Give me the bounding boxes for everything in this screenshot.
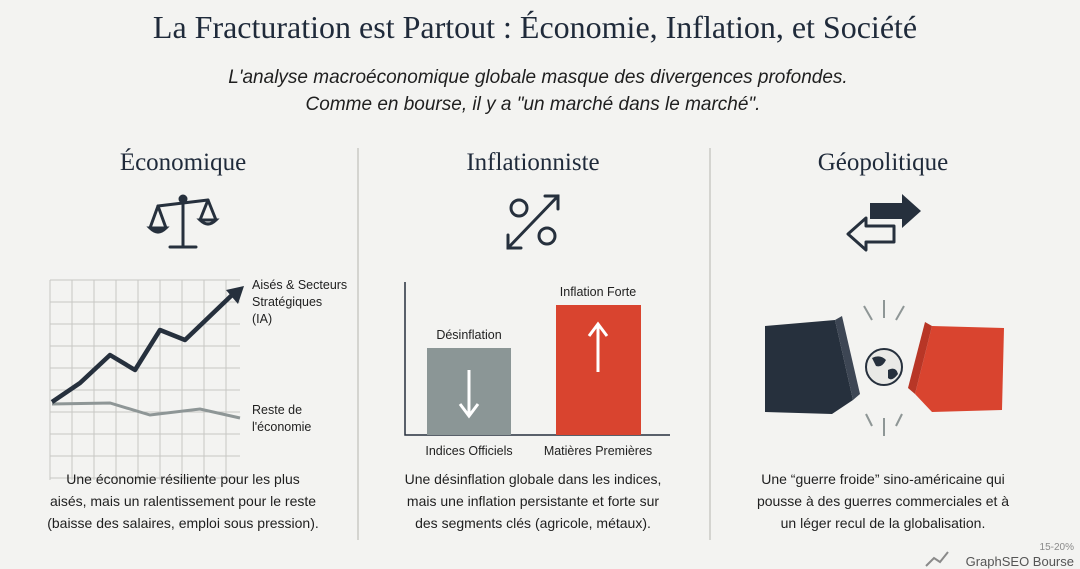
description: des segments clés (agricole, métaux). [415, 515, 651, 531]
icon-part [146, 204, 170, 234]
description: mais une inflation persistante et forte … [407, 493, 659, 509]
impact-rays [863, 300, 905, 436]
icon-part [196, 198, 220, 226]
line-label: l'économie [252, 420, 311, 434]
brand-icon [925, 551, 949, 567]
column-heading: Économique [120, 148, 246, 176]
description: pousse à des guerres commerciales et à [757, 493, 1009, 509]
rest-line [51, 401, 241, 420]
arrow-right [870, 194, 921, 228]
icon-part [895, 413, 903, 427]
description: (baisse des salaires, emploi sous pressi… [47, 515, 319, 531]
footer-badge: 15-20% [1040, 542, 1075, 553]
icon-part [506, 194, 560, 250]
arrow-head [226, 286, 244, 304]
icon-part [178, 194, 188, 204]
block-dark [765, 320, 853, 414]
percent-icon [506, 194, 560, 250]
icon-part [895, 305, 905, 321]
icon-part [458, 403, 480, 419]
subtitle: L'analyse macroéconomique globale masque… [228, 67, 847, 88]
icon-part [587, 321, 609, 337]
subtitle: Comme en bourse, il y a "un marché dans … [306, 94, 761, 115]
column-heading: Géopolitique [818, 149, 949, 176]
icon-part [865, 413, 873, 427]
description: Une “guerre froide” sino-américaine qui [761, 471, 1005, 487]
globe-land [872, 356, 898, 380]
title: La Fracturation est Partout : Économie, … [153, 9, 917, 45]
description: aisés, mais un ralentissement pour le re… [50, 493, 316, 509]
icon-part [509, 198, 529, 218]
bar-label: Inflation Forte [560, 285, 636, 299]
column-heading: Inflationniste [466, 149, 599, 176]
block-red-side [908, 322, 932, 394]
description: un léger recul de la globalisation. [781, 515, 986, 531]
block-red [915, 326, 1004, 412]
description: Une désinflation globale dans les indice… [405, 471, 662, 487]
icon-part [537, 226, 557, 246]
top-line [50, 293, 234, 404]
icon-part [543, 194, 560, 211]
scale-icon [146, 194, 220, 249]
footer-brand: GraphSEO Bourse [966, 554, 1074, 569]
line-label: (IA) [252, 312, 272, 326]
description: Une économie résiliente pour les plus [66, 471, 299, 487]
line-label: Reste de [252, 403, 302, 417]
icon-part [863, 305, 873, 321]
arrow-left [846, 216, 896, 252]
x-label: Matières Premières [544, 444, 652, 458]
block-dark-side [835, 316, 860, 400]
globe [865, 348, 903, 386]
bar-arrows [458, 321, 609, 419]
line-label: Aisés & Secteurs [252, 278, 347, 292]
x-label: Indices Officiels [425, 444, 512, 458]
bar-label: Désinflation [436, 328, 501, 342]
line-label: Stratégiques [252, 295, 322, 309]
icon-part [506, 233, 523, 250]
